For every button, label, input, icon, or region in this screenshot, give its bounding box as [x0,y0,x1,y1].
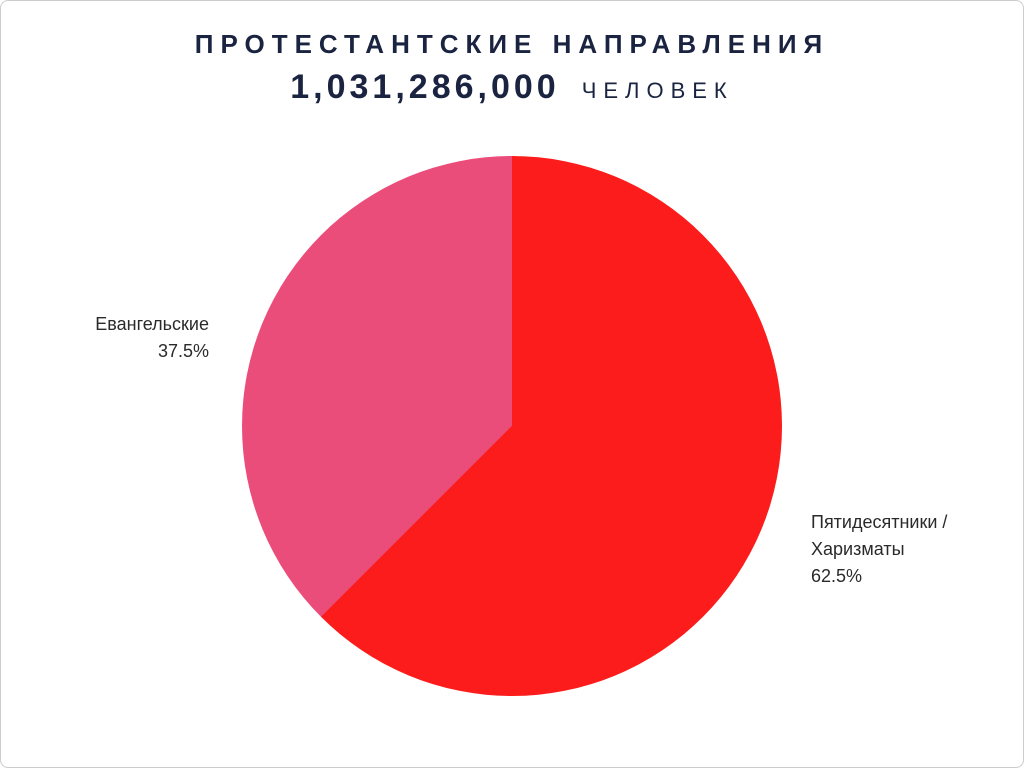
slice-label-right-pct: 62.5% [811,563,1023,590]
slice-label-right: Пятидесятники / Харизматы 62.5% [811,509,1023,590]
chart-subtitle-row: 1,031,286,000 ЧЕЛОВЕК [1,68,1023,107]
chart-title: ПРОТЕСТАНТСКИЕ НАПРАВЛЕНИЯ [1,29,1023,60]
total-number: 1,031,286,000 [290,68,559,107]
slice-label-left: Евангельские 37.5% [95,311,209,365]
pie-body [242,156,782,696]
slice-label-left-name: Евангельские [95,311,209,338]
people-word: ЧЕЛОВЕК [582,78,734,104]
pie-chart [242,156,782,696]
slice-label-left-pct: 37.5% [95,338,209,365]
chart-header: ПРОТЕСТАНТСКИЕ НАПРАВЛЕНИЯ 1,031,286,000… [1,1,1023,107]
slice-label-right-name: Пятидесятники / Харизматы [811,509,1023,563]
